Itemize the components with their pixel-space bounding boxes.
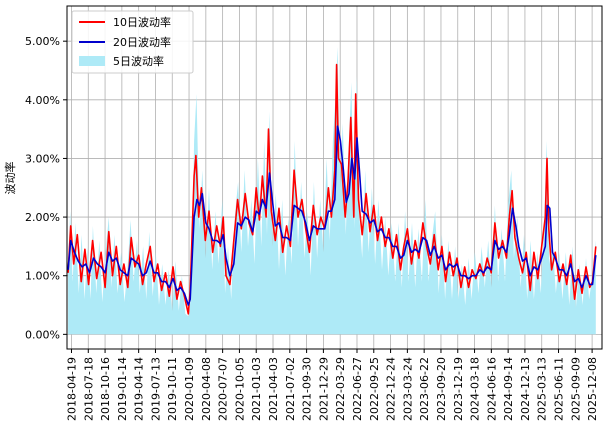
x-tick-label: 2021-07-02: [284, 357, 297, 421]
x-tick-label: 2023-03-24: [401, 357, 414, 421]
x-tick-label: 2025-12-08: [586, 357, 599, 421]
series-line-20d: [67, 125, 597, 306]
x-tick-label: 2019-01-14: [116, 357, 129, 421]
y-tick-label: 3.00%: [25, 152, 60, 165]
x-tick-label: 2023-12-19: [452, 357, 465, 421]
x-tick-label: 2022-12-24: [385, 357, 398, 421]
x-tick-label: 2020-01-09: [183, 357, 196, 421]
area-layer: [68, 47, 596, 335]
x-tick-label: 2021-04-03: [267, 357, 280, 421]
x-tick-label: 2022-06-27: [351, 357, 364, 421]
plot-frame: [66, 5, 603, 350]
x-tick-label: 2024-09-14: [502, 357, 515, 421]
legend-label-10d: 10日波动率: [113, 15, 171, 29]
x-tick-label: 2025-09-09: [569, 357, 582, 421]
x-tick-label: 2023-06-22: [418, 357, 431, 421]
x-tick-label: 2019-04-14: [133, 357, 146, 421]
x-tick-label: 2021-09-30: [301, 357, 314, 421]
y-tick-label: 4.00%: [25, 94, 60, 107]
x-tick-label: 2022-03-29: [334, 357, 347, 421]
legend-label-20d: 20日波动率: [113, 35, 171, 49]
x-tick-label: 2025-06-11: [553, 357, 566, 421]
x-tick-label: 2024-06-16: [485, 357, 498, 421]
x-tick-label: 2023-09-20: [435, 357, 448, 421]
series-line-10d: [67, 63, 597, 315]
legend: 10日波动率 20日波动率 5日波动率: [71, 10, 194, 74]
series-area-5d: [68, 47, 596, 335]
y-tick-label: 2.00%: [25, 211, 60, 224]
x-tick-label: 2018-07-18: [82, 357, 95, 421]
x-tick-label: 2024-12-13: [519, 357, 532, 421]
x-tick-label: 2020-10-05: [233, 357, 246, 421]
x-tick-label: 2025-03-13: [536, 357, 549, 421]
line-layer: [67, 63, 597, 315]
x-tick-label: 2024-03-18: [469, 357, 482, 421]
legend-label-5d: 5日波动率: [113, 54, 164, 68]
x-axis: 2018-04-19 2018-07-18 2018-10-16 2019-01-14…: [65, 349, 599, 421]
x-tick-label: 2020-04-08: [200, 357, 213, 421]
x-tick-label: 2021-01-03: [250, 357, 263, 421]
y-tick-label: 0.00%: [25, 328, 60, 341]
y-axis-label: 波动率: [3, 162, 17, 195]
x-tick-label: 2018-04-19: [65, 357, 78, 421]
x-tick-label: 2018-10-16: [99, 357, 112, 421]
x-tick-label: 2022-09-25: [368, 357, 381, 421]
y-tick-label: 5.00%: [25, 35, 60, 48]
y-tick-label: 1.00%: [25, 270, 60, 283]
y-axis: 0.00% 1.00% 2.00% 3.00% 4.00% 5.00%: [25, 35, 67, 341]
legend-swatch-5d: [79, 56, 105, 66]
x-tick-label: 2020-07-07: [217, 357, 230, 421]
x-tick-label: 2019-10-11: [166, 357, 179, 421]
x-tick-label: 2019-07-13: [149, 357, 162, 421]
x-tick-label: 2021-12-29: [317, 357, 330, 421]
